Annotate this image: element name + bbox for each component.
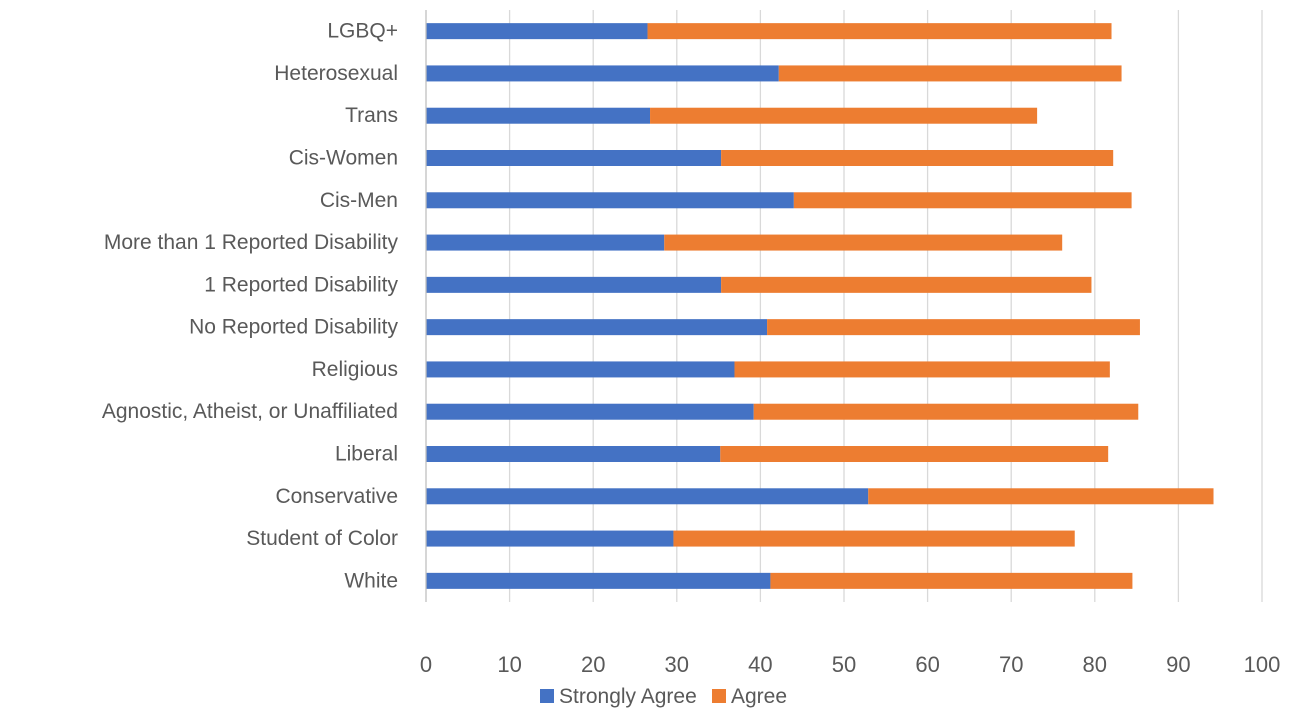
category-label: No Reported Disability: [189, 316, 398, 339]
bar-strongly-agree: [426, 65, 779, 82]
bar-strongly-agree: [426, 446, 721, 462]
category-label: Trans: [345, 104, 398, 127]
x-tick-label-40: 40: [748, 652, 772, 677]
legend-swatch: [540, 689, 554, 703]
bar-agree: [868, 488, 1214, 505]
bar-agree: [721, 150, 1114, 166]
bar-strongly-agree: [426, 488, 869, 505]
legend-swatch: [712, 689, 726, 703]
x-tick-label-60: 60: [915, 652, 939, 677]
category-label: Cis-Women: [289, 147, 398, 170]
bar-strongly-agree: [426, 361, 735, 378]
category-label: More than 1 Reported Disability: [104, 231, 399, 254]
category-label: 1 Reported Disability: [204, 273, 398, 296]
bar-agree: [770, 572, 1133, 589]
category-label: Student of Color: [246, 527, 398, 550]
bar-strongly-agree: [426, 150, 722, 166]
bar-agree: [721, 276, 1092, 293]
bar-agree: [664, 234, 1063, 251]
x-tick-label-20: 20: [581, 652, 605, 677]
x-tick-label-30: 30: [665, 652, 689, 677]
bars: [426, 23, 1214, 589]
x-tick-label-50: 50: [832, 652, 856, 677]
bar-agree: [767, 319, 1140, 336]
bar-agree: [734, 361, 1110, 378]
bar-agree: [650, 107, 1038, 124]
bar-strongly-agree: [426, 234, 665, 251]
bar-agree: [720, 446, 1109, 462]
x-tick-label-100: 100: [1244, 652, 1281, 677]
category-label: Religious: [312, 358, 398, 381]
bar-agree: [793, 192, 1132, 209]
category-label: Heterosexual: [274, 62, 398, 85]
bar-strongly-agree: [426, 192, 794, 209]
bar-strongly-agree: [426, 530, 674, 547]
x-tick-label-80: 80: [1083, 652, 1107, 677]
category-label: White: [344, 569, 398, 592]
legend-label: Agree: [731, 685, 787, 708]
bar-strongly-agree: [426, 403, 754, 420]
x-tick-label-90: 90: [1166, 652, 1190, 677]
legend-label: Strongly Agree: [559, 685, 697, 708]
bar-strongly-agree: [426, 23, 648, 40]
bar-agree: [647, 23, 1112, 40]
category-label: Conservative: [275, 485, 398, 508]
legend: Strongly Agree Agree: [540, 685, 787, 708]
x-tick-labels: 0 10 20 30 40 50 60 70 80 90 100: [420, 652, 1280, 677]
bar-agree: [778, 65, 1122, 82]
category-label: Agnostic, Atheist, or Unaffiliated: [102, 400, 398, 423]
x-tick-label-0: 0: [420, 652, 432, 677]
bar-agree: [753, 403, 1139, 420]
category-label: Liberal: [335, 443, 398, 466]
bar-strongly-agree: [426, 572, 771, 589]
gridlines: [508, 10, 1263, 602]
x-tick-label-70: 70: [999, 652, 1023, 677]
x-tick-label-10: 10: [497, 652, 521, 677]
category-labels: LGBQ+ Heterosexual Trans Cis-Women Cis-Men Mo…: [102, 20, 399, 593]
bar-strongly-agree: [426, 276, 722, 293]
category-label: Cis-Men: [320, 189, 398, 212]
bar-strongly-agree: [426, 319, 768, 336]
bar-agree: [673, 530, 1075, 547]
bar-strongly-agree: [426, 107, 651, 124]
category-label: LGBQ+: [327, 20, 398, 43]
